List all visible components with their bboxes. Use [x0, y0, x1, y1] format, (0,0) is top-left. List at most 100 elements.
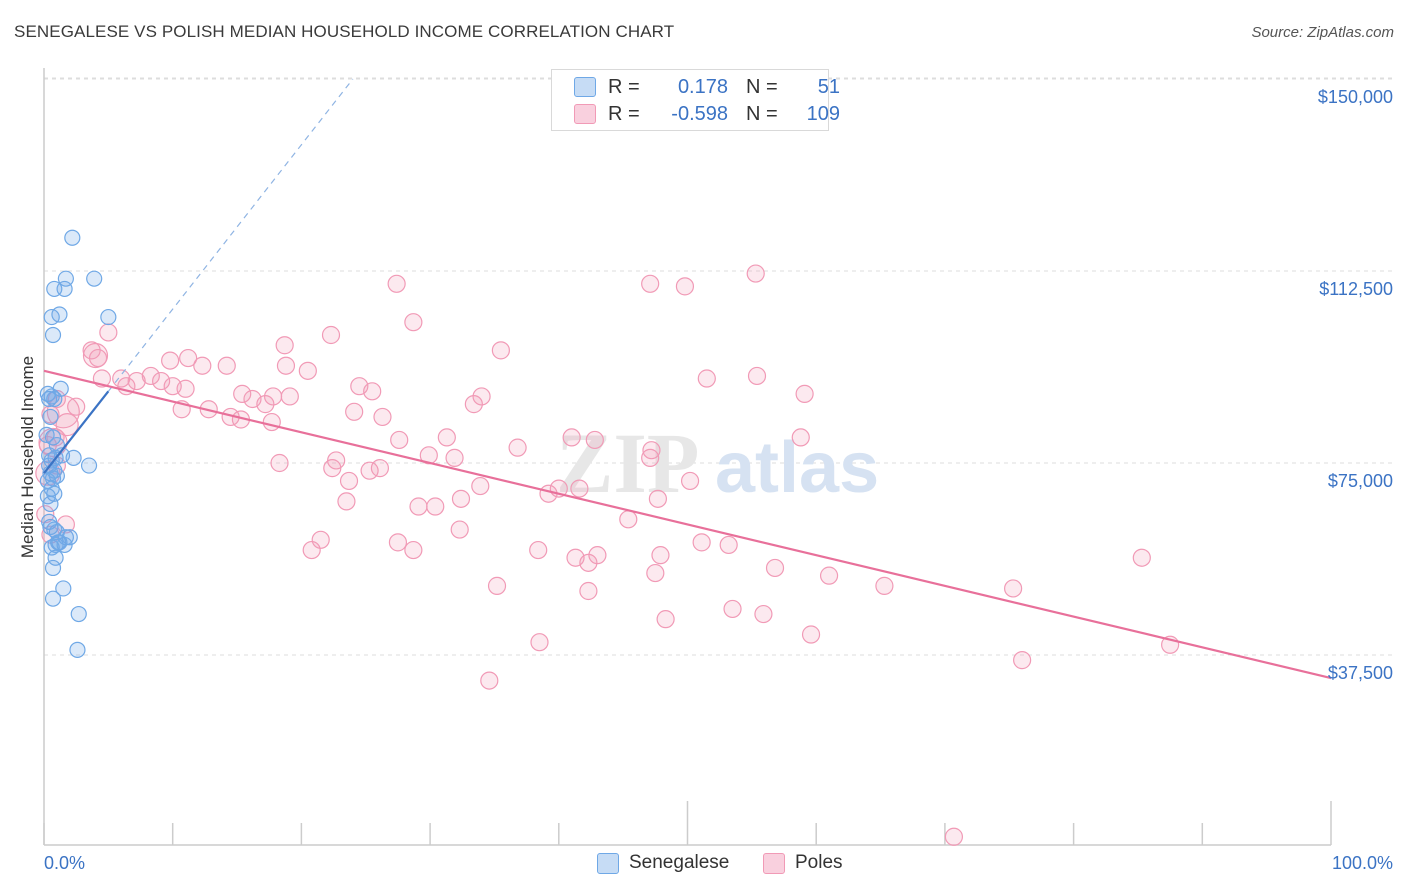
y-tick-label: $112,500 — [1319, 279, 1393, 299]
poles-point — [675, 277, 695, 296]
poles-point — [275, 336, 294, 355]
y-tick-label: $75,000 — [1328, 471, 1393, 491]
senegalese-point — [42, 495, 59, 513]
poles-point — [795, 384, 814, 403]
stats-legend: R = 0.178 N = 51 R = -0.598 N = 109 — [551, 69, 840, 131]
senegalese-point — [47, 549, 64, 566]
poles-point — [450, 520, 469, 539]
axes — [43, 68, 1332, 846]
senegalese-trend-line — [43, 390, 110, 474]
poles-point — [464, 395, 483, 414]
poles-point — [437, 428, 456, 447]
watermark-zip: ZIP — [556, 415, 699, 511]
senegalese-point — [55, 580, 72, 597]
senegalese-legend-swatch — [597, 852, 619, 874]
poles-point — [765, 558, 785, 578]
trend-lines — [43, 78, 1332, 680]
senegalese-point — [70, 605, 87, 623]
senegalese-point — [64, 229, 81, 246]
r-label: R = — [608, 75, 640, 98]
poles-point — [152, 371, 171, 391]
poles-point — [390, 430, 409, 450]
poles-point — [491, 341, 510, 360]
poles-point — [697, 369, 716, 388]
poles-point — [36, 505, 55, 524]
poles-point — [82, 342, 109, 369]
senegalese-point — [42, 408, 59, 426]
x-tick-label: 0.0% — [44, 853, 85, 873]
senegalese-trend-extension — [107, 78, 354, 392]
legend-item-poles: Poles — [763, 852, 843, 874]
poles-point — [487, 576, 507, 595]
poles-point — [570, 479, 589, 498]
poles-point — [280, 387, 299, 406]
poles-point — [337, 492, 356, 511]
senegalese-point — [42, 518, 59, 536]
r-value: -0.598 — [671, 102, 728, 125]
poles-point — [680, 471, 700, 491]
poles-point — [451, 489, 471, 508]
x-tick-label: 100.0% — [1332, 853, 1393, 873]
poles-point — [656, 610, 675, 629]
poles-point — [409, 497, 428, 516]
poles-point — [55, 413, 79, 437]
poles-point — [692, 533, 711, 552]
n-value: 51 — [817, 75, 840, 98]
poles-point — [746, 264, 765, 283]
axis-labels: $37,500 $75,000 $112,500 $150,000 0.0% 100.0%… — [18, 87, 1393, 873]
poles-trend-line — [43, 369, 1332, 680]
poles-point — [67, 397, 86, 416]
poles-point — [641, 448, 660, 467]
senegalese-point — [44, 559, 62, 577]
poles-point — [363, 382, 382, 401]
legend-label-senegalese: Senegalese — [629, 852, 730, 873]
y-axis-label: Median Household Income — [18, 356, 37, 558]
poles-point — [472, 387, 491, 406]
poles-point — [471, 476, 490, 496]
poles-legend-swatch — [763, 852, 785, 874]
poles-point — [529, 540, 548, 560]
senegalese-point — [47, 536, 64, 554]
poles-point — [445, 448, 464, 467]
senegalese-point — [100, 308, 117, 326]
poles-point — [387, 274, 406, 293]
senegalese-point — [53, 447, 71, 464]
poles-point — [723, 599, 742, 619]
poles-point — [585, 430, 604, 450]
poles-point — [311, 530, 330, 549]
poles-point — [88, 348, 108, 368]
poles-point — [791, 428, 810, 447]
poles-point — [99, 323, 118, 342]
poles-point — [176, 379, 195, 398]
poles-point — [339, 471, 359, 491]
poles-point — [819, 566, 839, 585]
senegalese-point — [44, 429, 62, 446]
series-legend: Senegalese Poles — [0, 852, 1406, 878]
poles-point — [193, 356, 212, 375]
poles-point — [747, 366, 767, 386]
poles-point — [426, 497, 445, 516]
senegalese-point — [39, 385, 56, 402]
poles-point — [321, 325, 341, 345]
senegalese-point — [46, 390, 63, 408]
legend-item-senegalese: Senegalese — [597, 852, 729, 874]
senegalese-point — [44, 590, 62, 607]
poles-point — [642, 441, 661, 460]
n-label: N = — [746, 102, 778, 125]
poles-point — [1013, 651, 1032, 670]
poles-point — [161, 351, 180, 370]
poles-point — [217, 356, 236, 375]
poles-swatch — [574, 104, 596, 124]
poles-point — [388, 533, 408, 552]
poles-point — [944, 827, 964, 846]
poles-point — [480, 671, 499, 690]
poles-point — [508, 438, 527, 457]
watermark: ZIP atlas — [556, 415, 879, 511]
poles-point — [270, 453, 289, 473]
senegalese-point — [69, 641, 86, 658]
senegalese-point — [56, 536, 73, 554]
poles-point — [648, 489, 667, 508]
poles-point — [298, 361, 317, 380]
poles-point — [302, 540, 321, 560]
poles-points — [35, 264, 1180, 846]
